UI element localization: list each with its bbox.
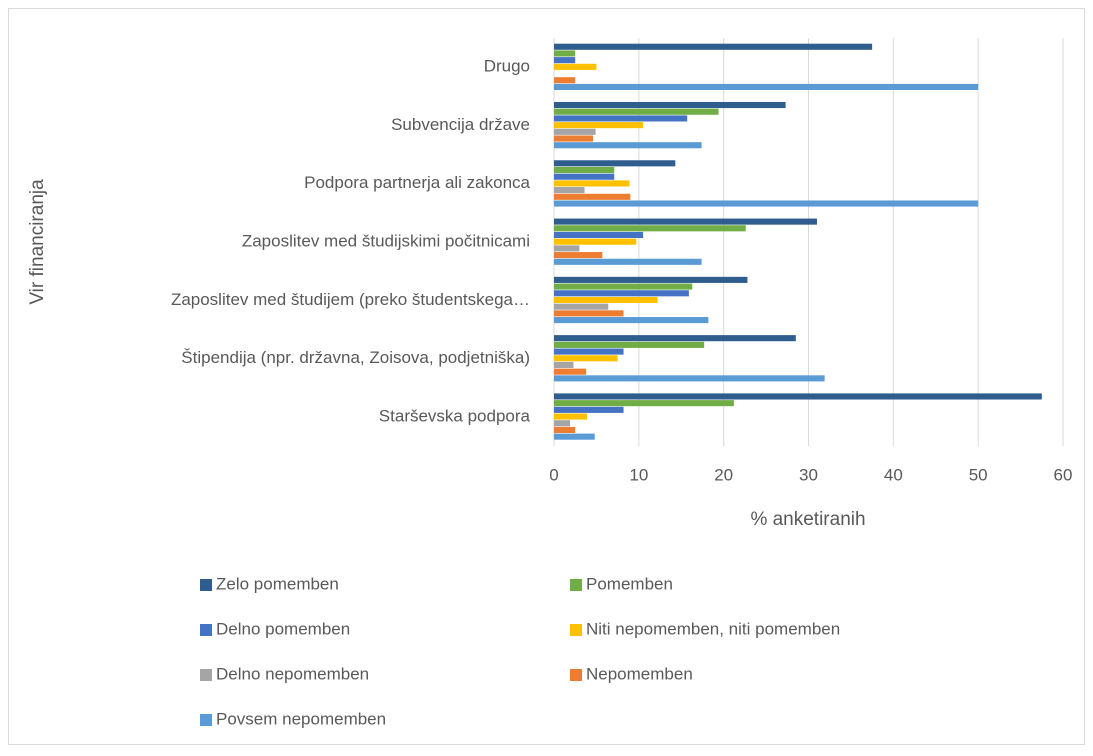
legend-label: Zelo pomemben: [216, 574, 339, 593]
bar: [554, 335, 796, 342]
bar: [554, 393, 1042, 400]
x-tick-label: 30: [799, 465, 818, 484]
legend-label: Povsem nepomemben: [216, 709, 386, 728]
x-tick-label: 20: [714, 465, 733, 484]
bar: [554, 187, 585, 194]
bar: [554, 433, 595, 440]
bar: [554, 43, 873, 50]
bar: [554, 258, 702, 265]
bar: [554, 225, 746, 232]
bar: [554, 200, 979, 207]
x-axis-title: % anketiranih: [750, 509, 865, 530]
x-tick-label: 0: [549, 465, 558, 484]
bar: [554, 135, 594, 142]
bar: [554, 276, 748, 283]
legend-swatch: [200, 624, 212, 636]
bar: [554, 413, 588, 420]
bar: [554, 283, 693, 290]
bar: [554, 317, 709, 324]
legend-label: Pomemben: [586, 574, 673, 593]
bar: [554, 368, 587, 375]
x-tick-label: 50: [969, 465, 988, 484]
legend-swatch: [200, 579, 212, 591]
y-tick-label: Starševska podpora: [379, 406, 531, 425]
chart-frame: [8, 8, 1085, 745]
legend-swatch: [200, 669, 212, 681]
legend-swatch: [570, 624, 582, 636]
bar: [554, 406, 624, 413]
bar: [554, 128, 596, 135]
bar: [554, 375, 825, 382]
legend-swatch: [570, 579, 582, 591]
legend-label: Niti nepomemben, niti pomemben: [586, 619, 840, 638]
bar: [554, 355, 618, 362]
x-tick-label: 40: [884, 465, 903, 484]
bar: [554, 180, 630, 187]
bar: [554, 341, 705, 348]
bar: [554, 83, 979, 90]
legend-swatch: [200, 714, 212, 726]
bar: [554, 231, 644, 239]
bar: [554, 296, 658, 304]
bar: [554, 303, 609, 310]
bar: [554, 310, 624, 317]
legend-swatch: [570, 669, 582, 681]
bar: [554, 142, 702, 149]
legend-label: Nepomemben: [586, 664, 693, 683]
y-tick-label: Podpora partnerja ali zakonca: [304, 173, 530, 192]
bar: [554, 166, 615, 174]
x-tick-label: 60: [1054, 465, 1073, 484]
y-tick-label: Subvencija države: [391, 115, 530, 134]
bar: [554, 57, 576, 64]
bar: [554, 348, 624, 355]
y-tick-label: Drugo: [484, 57, 530, 76]
y-tick-label: Zaposlitev med študijem (preko študentsk…: [171, 290, 530, 309]
x-tick-label: 10: [629, 465, 648, 484]
bar: [554, 122, 644, 129]
bar: [554, 77, 576, 84]
bar: [554, 290, 689, 297]
bar: [554, 245, 580, 252]
bar: [554, 238, 637, 245]
bar: [554, 193, 631, 200]
bar: [554, 218, 817, 225]
bar: [554, 101, 786, 109]
y-axis-title: Vir financiranja: [27, 179, 48, 305]
bar: [554, 173, 615, 180]
y-tick-label: Štipendija (npr. državna, Zoisova, podje…: [181, 348, 530, 367]
bar: [554, 160, 676, 167]
bar: [554, 50, 576, 57]
bar: [554, 108, 719, 115]
legend-label: Delno nepomemben: [216, 664, 369, 683]
bar: [554, 115, 688, 122]
bar: [554, 426, 576, 434]
bar: [554, 400, 734, 407]
bar: [554, 63, 597, 70]
bar: [554, 361, 574, 369]
bar: [554, 420, 571, 427]
y-tick-label: Zaposlitev med študijskimi počitnicami: [242, 231, 530, 250]
legend-label: Delno pomemben: [216, 619, 350, 638]
bar: [554, 252, 603, 259]
